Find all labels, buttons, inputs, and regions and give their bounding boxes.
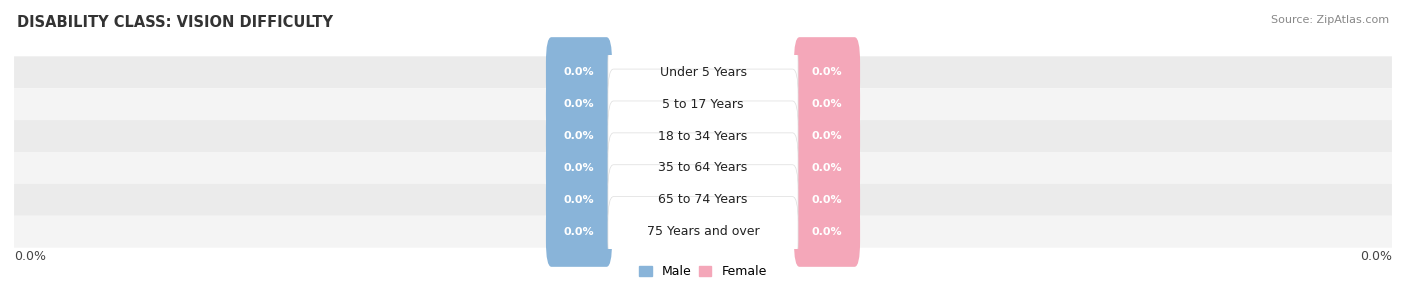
FancyBboxPatch shape <box>794 37 860 107</box>
FancyBboxPatch shape <box>794 69 860 139</box>
Text: 0.0%: 0.0% <box>811 227 842 237</box>
FancyBboxPatch shape <box>546 69 612 139</box>
FancyBboxPatch shape <box>546 165 612 235</box>
Text: DISABILITY CLASS: VISION DIFFICULTY: DISABILITY CLASS: VISION DIFFICULTY <box>17 15 333 30</box>
FancyBboxPatch shape <box>794 133 860 203</box>
Text: 0.0%: 0.0% <box>564 131 595 141</box>
Text: 5 to 17 Years: 5 to 17 Years <box>662 98 744 111</box>
FancyBboxPatch shape <box>14 120 1392 152</box>
FancyBboxPatch shape <box>546 197 612 267</box>
FancyBboxPatch shape <box>794 197 860 267</box>
Text: 0.0%: 0.0% <box>564 67 595 77</box>
FancyBboxPatch shape <box>794 101 860 171</box>
Text: 0.0%: 0.0% <box>811 67 842 77</box>
Text: 65 to 74 Years: 65 to 74 Years <box>658 193 748 206</box>
FancyBboxPatch shape <box>14 184 1392 216</box>
Text: 18 to 34 Years: 18 to 34 Years <box>658 130 748 143</box>
FancyBboxPatch shape <box>14 152 1392 184</box>
Text: 0.0%: 0.0% <box>811 163 842 173</box>
FancyBboxPatch shape <box>794 165 860 235</box>
Text: Under 5 Years: Under 5 Years <box>659 66 747 79</box>
Text: 0.0%: 0.0% <box>564 99 595 109</box>
FancyBboxPatch shape <box>607 197 799 267</box>
Text: 35 to 64 Years: 35 to 64 Years <box>658 161 748 174</box>
Text: 0.0%: 0.0% <box>811 99 842 109</box>
FancyBboxPatch shape <box>607 165 799 235</box>
FancyBboxPatch shape <box>546 37 612 107</box>
FancyBboxPatch shape <box>607 69 799 139</box>
FancyBboxPatch shape <box>546 101 612 171</box>
FancyBboxPatch shape <box>14 56 1392 88</box>
Text: 0.0%: 0.0% <box>1360 250 1392 263</box>
Text: 0.0%: 0.0% <box>564 163 595 173</box>
FancyBboxPatch shape <box>14 88 1392 120</box>
FancyBboxPatch shape <box>607 101 799 171</box>
FancyBboxPatch shape <box>607 133 799 203</box>
FancyBboxPatch shape <box>607 37 799 107</box>
FancyBboxPatch shape <box>14 216 1392 248</box>
Legend: Male, Female: Male, Female <box>640 265 766 278</box>
Text: Source: ZipAtlas.com: Source: ZipAtlas.com <box>1271 15 1389 25</box>
Text: 0.0%: 0.0% <box>811 131 842 141</box>
Text: 75 Years and over: 75 Years and over <box>647 225 759 238</box>
FancyBboxPatch shape <box>546 133 612 203</box>
Text: 0.0%: 0.0% <box>14 250 46 263</box>
Text: 0.0%: 0.0% <box>564 195 595 205</box>
Text: 0.0%: 0.0% <box>811 195 842 205</box>
Text: 0.0%: 0.0% <box>564 227 595 237</box>
